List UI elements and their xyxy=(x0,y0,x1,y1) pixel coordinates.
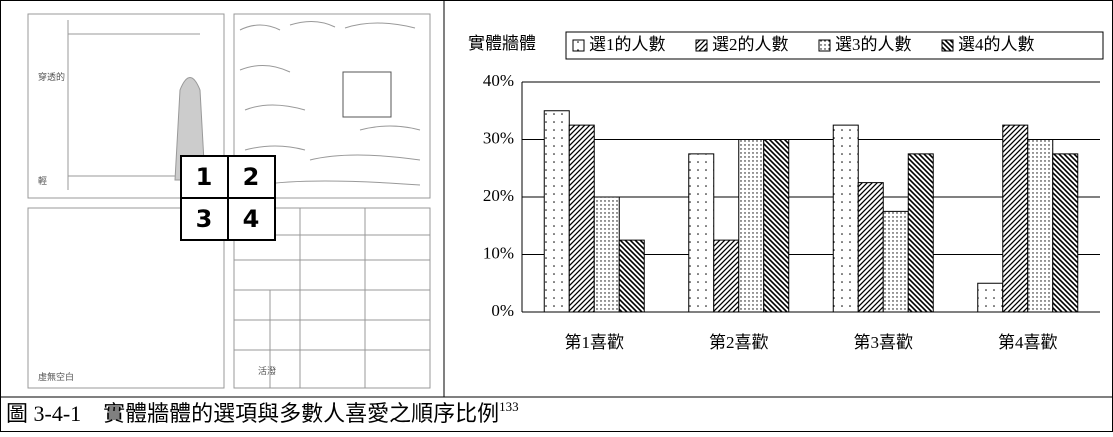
legend-swatch xyxy=(572,39,585,52)
sketch-label: 輕 xyxy=(38,176,47,186)
y-tick-label: 40% xyxy=(483,71,514,90)
x-tick-label: 第4喜歡 xyxy=(998,333,1058,352)
sketch-label: 虛無空白 xyxy=(38,371,74,382)
legend-swatch xyxy=(818,39,831,52)
bar xyxy=(882,210,909,313)
legend-label: 選2的人數 xyxy=(712,35,789,54)
bar xyxy=(832,124,859,313)
quadrant-number: 3 xyxy=(196,205,213,233)
legend-label: 選3的人數 xyxy=(835,35,912,54)
quadrant-number: 4 xyxy=(243,205,260,233)
y-tick-label: 10% xyxy=(483,243,514,262)
legend-label: 選4的人數 xyxy=(958,35,1035,54)
caption-text: 圖 3-4-1 實體牆體的選項與多數人喜愛之順序比例 xyxy=(6,401,499,426)
x-tick-label: 第1喜歡 xyxy=(565,333,625,352)
bar xyxy=(688,153,715,313)
bar xyxy=(568,124,595,313)
bar xyxy=(1002,124,1029,313)
y-tick-label: 0% xyxy=(491,301,514,320)
bar xyxy=(543,110,570,313)
bar xyxy=(713,239,740,313)
bar xyxy=(857,182,884,313)
bar xyxy=(907,153,934,313)
bar xyxy=(763,139,790,313)
legend-swatch xyxy=(941,39,954,52)
bar xyxy=(1027,139,1054,313)
quadrant-number: 1 xyxy=(196,163,213,191)
legend-title: 實體牆體 xyxy=(468,34,536,53)
x-tick-label: 第2喜歡 xyxy=(709,333,769,352)
bar xyxy=(593,196,620,313)
bar xyxy=(1052,153,1079,313)
legend-label: 選1的人數 xyxy=(589,35,666,54)
bar xyxy=(977,282,1004,313)
y-tick-label: 30% xyxy=(483,128,514,147)
legend-box xyxy=(565,31,1104,60)
y-tick-label: 20% xyxy=(483,186,514,205)
x-tick-label: 第3喜歡 xyxy=(854,333,914,352)
quadrant-number: 2 xyxy=(243,163,260,191)
caption: 圖 3-4-1 實體牆體的選項與多數人喜愛之順序比例133 xyxy=(6,399,519,426)
number-grid xyxy=(180,155,276,241)
bar xyxy=(738,139,765,313)
sketch-label: 活潑 xyxy=(258,365,276,376)
sketch-label: 穿透的 xyxy=(38,71,65,82)
caption-ref: 133 xyxy=(499,399,519,414)
legend-swatch xyxy=(695,39,708,52)
sketch xyxy=(27,13,431,389)
bar xyxy=(618,239,645,313)
